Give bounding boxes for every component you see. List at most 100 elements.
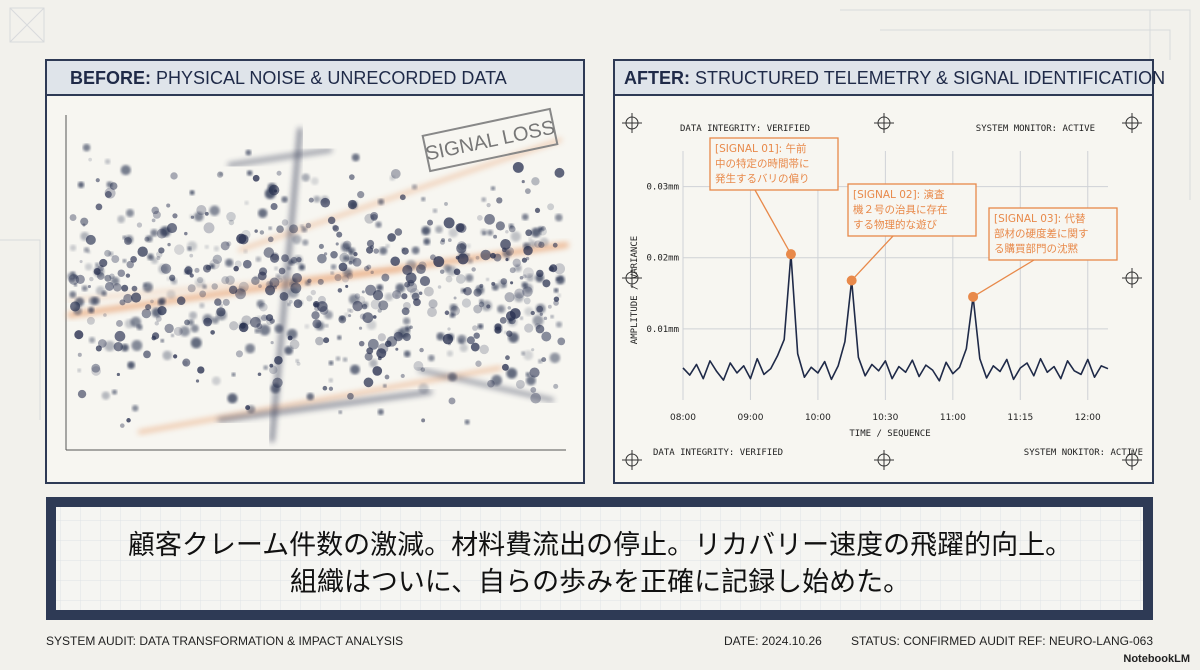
noise-dot: [170, 333, 175, 338]
noise-dot: [173, 326, 183, 336]
noise-dot: [367, 338, 379, 350]
noise-dot: [100, 264, 104, 268]
noise-dot: [541, 331, 552, 342]
noise-dot: [491, 281, 496, 286]
noise-dot: [219, 303, 223, 308]
noise-dot: [480, 249, 491, 261]
noise-dot: [324, 310, 333, 320]
noise-dot: [421, 196, 426, 202]
noise-dot: [493, 253, 502, 262]
callout-text: する物理的な遊び: [853, 218, 937, 231]
noise-dot: [164, 323, 174, 334]
noise-dot: [334, 274, 342, 282]
noise-dot: [342, 240, 352, 250]
noise-dot: [205, 264, 211, 271]
noise-dot: [366, 239, 375, 248]
streak: [217, 389, 433, 423]
noise-dot: [490, 186, 496, 191]
noise-dot: [290, 289, 294, 293]
noise-dot: [487, 229, 494, 236]
noise-dot: [225, 275, 235, 286]
noise-dot: [461, 298, 472, 308]
noise-dot: [266, 317, 274, 326]
noise-dot: [211, 316, 219, 324]
noise-dot: [362, 312, 374, 324]
noise-dot: [557, 293, 562, 298]
noise-dot: [293, 299, 303, 308]
streak: [238, 138, 562, 252]
noise-dot: [370, 299, 381, 310]
noise-dot: [70, 271, 76, 276]
noise-dot: [110, 276, 120, 286]
noise-dot: [548, 266, 554, 272]
noise-dot: [395, 283, 405, 293]
noise-dot: [91, 363, 101, 373]
noise-dot: [190, 324, 199, 333]
callout-box: [988, 207, 1118, 261]
noise-dot: [274, 266, 278, 271]
noise-dot: [276, 225, 284, 233]
noise-dot: [101, 290, 107, 297]
noise-dot: [170, 172, 178, 180]
noise-dot: [364, 352, 373, 361]
noise-dot: [521, 351, 526, 356]
noise-dot: [534, 323, 541, 330]
noise-dot: [377, 333, 386, 342]
noise-dot: [358, 340, 365, 347]
noise-dot: [542, 279, 551, 288]
noise-dot: [510, 231, 521, 242]
noise-dot: [539, 312, 543, 316]
noise-dot: [189, 311, 198, 320]
noise-dot: [92, 296, 100, 305]
callout-box: [847, 183, 977, 237]
noise-dot: [456, 243, 467, 254]
noise-dot: [524, 307, 534, 317]
noise-dot: [525, 229, 533, 237]
noise-dot: [99, 258, 108, 268]
noise-dot: [160, 338, 165, 343]
noise-dot: [328, 378, 334, 383]
noise-dot: [405, 272, 417, 284]
noise-dot: [182, 360, 188, 366]
noise-dot: [97, 339, 107, 348]
noise-dot: [235, 350, 243, 358]
noise-dot: [377, 343, 389, 354]
noise-dot: [182, 358, 191, 367]
noise-dot: [158, 247, 165, 254]
noise-dot: [336, 231, 343, 238]
noise-dot: [512, 258, 521, 268]
callout-text: 機２号の治具に存在: [853, 203, 948, 216]
noise-dot: [351, 153, 360, 162]
noise-dot: [402, 301, 411, 310]
callout-text: [SIGNAL 02]: 演査: [853, 188, 945, 201]
noise-dot: [332, 224, 338, 231]
noise-dot: [304, 324, 310, 329]
noise-dot: [456, 241, 467, 251]
noise-dot: [88, 306, 95, 314]
noise-dot: [401, 247, 409, 255]
noise-dot: [335, 356, 341, 361]
noise-dot: [370, 270, 374, 275]
signal-marker: [968, 291, 979, 302]
noise-dot: [394, 293, 399, 298]
noise-dot: [486, 277, 490, 281]
noise-dot: [521, 179, 525, 184]
noise-dot: [357, 191, 365, 199]
noise-dot: [447, 238, 452, 243]
noise-dot: [507, 306, 512, 310]
noise-dot: [349, 200, 358, 209]
noise-dot: [269, 365, 278, 375]
noise-dot: [189, 273, 194, 278]
noise-dot: [228, 285, 238, 295]
noise-dot: [418, 291, 423, 296]
noise-dot: [287, 335, 293, 341]
noise-dot: [195, 379, 200, 383]
noise-dot: [519, 275, 524, 280]
noise-dot: [497, 306, 504, 312]
noise-dot: [81, 285, 88, 292]
noise-dot: [194, 277, 205, 288]
noise-dot: [160, 263, 172, 274]
noise-dot: [341, 242, 351, 252]
noise-dot: [372, 315, 377, 319]
x-tick-label: 11:00: [940, 413, 966, 423]
